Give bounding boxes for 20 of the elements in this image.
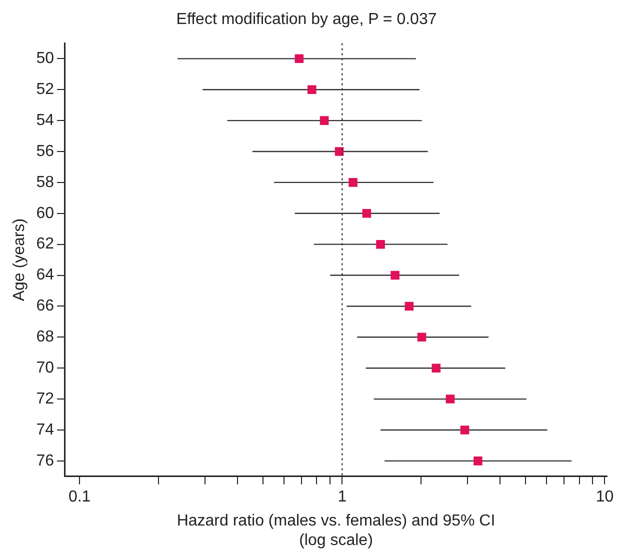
y-tick-label: 58 (36, 174, 54, 191)
y-tick-label: 62 (36, 236, 54, 253)
y-tick-label: 72 (36, 390, 54, 408)
y-tick-label: 74 (36, 421, 54, 438)
y-axis-title: Age (years) (11, 218, 28, 302)
x-tick-label: 0.1 (68, 488, 91, 506)
y-tick-label: 68 (36, 328, 54, 346)
y-tick-label: 50 (36, 50, 54, 68)
y-tick-label: 54 (36, 112, 54, 129)
chart-title: Effect modification by age, P = 0.037 (176, 11, 437, 28)
y-tick-label: 60 (36, 204, 54, 222)
x-tick-label: 10 (596, 488, 614, 506)
y-tick-label: 66 (36, 298, 54, 315)
x-tick-label: 1 (338, 488, 347, 506)
y-tick-label: 52 (36, 81, 54, 98)
x-axis-title: Hazard ratio (males vs. females) and 95% CI (log scale) (176, 512, 496, 549)
y-tick-label: 70 (36, 360, 54, 377)
y-tick-label: 64 (36, 266, 54, 284)
y-tick-label: 56 (36, 142, 54, 160)
y-tick-label: 76 (36, 452, 54, 470)
